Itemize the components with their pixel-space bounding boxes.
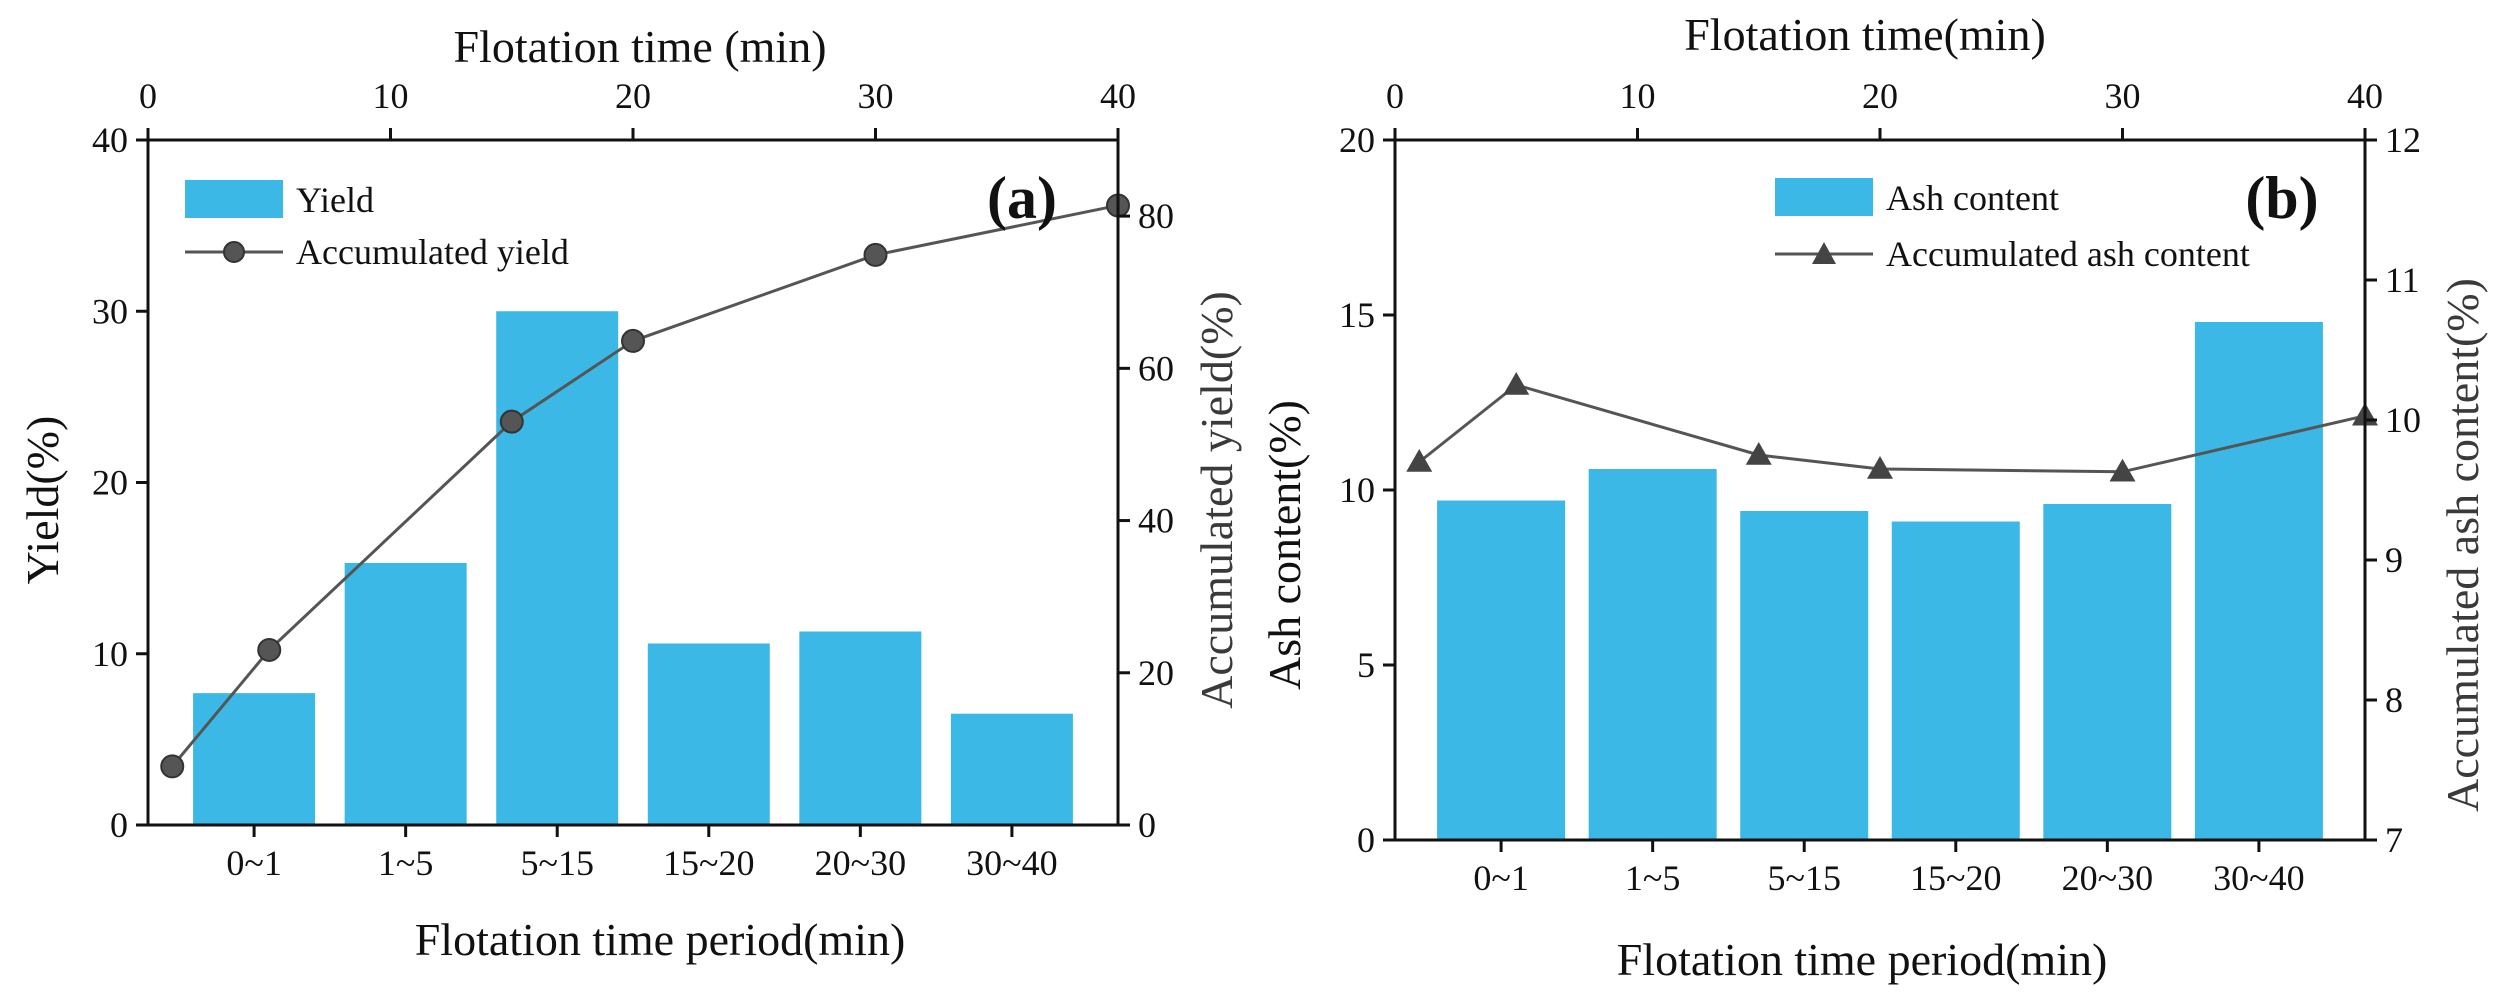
panel-b-left-tick-label: 20 [1339, 120, 1375, 160]
panel-b-right-tick-label: 7 [2385, 820, 2403, 860]
panel-b-top-tick-label: 10 [1620, 76, 1656, 116]
panel-a-accumulated-point-1 [160, 754, 185, 779]
panel-a-left-tick-label: 40 [92, 120, 128, 160]
panel-b-legend-ash-label: Ash content [1886, 178, 2059, 218]
panel-b-legend-ash-swatch [1775, 178, 1873, 216]
panel-a-top-tick-label: 0 [139, 76, 157, 116]
panel-b-top-tick-label: 40 [2347, 76, 2383, 116]
panel-a-ticks: 0 10 20 30 40 0 20 40 60 80 0 10 20 30 40 0~1 1~5 5~15 15~… [92, 76, 1174, 883]
panel-b-bar-20~30 [2043, 504, 2172, 840]
panel-a-category-label: 1~5 [378, 843, 433, 883]
panel-a-right-tick-label: 80 [1138, 196, 1174, 236]
panel-a-top-x-title: Flotation time (min) [453, 21, 826, 72]
panel-b-left-tick-label: 10 [1339, 470, 1375, 510]
panel-b-top-tick-label: 0 [1386, 76, 1404, 116]
panel-a-category-label: 20~30 [815, 843, 906, 883]
panel-a-left-tick-label: 30 [92, 291, 128, 331]
panel-a-legend-yield-swatch [185, 180, 283, 218]
panel-a-bars [193, 311, 1073, 825]
panel-a-bar-0~1 [193, 693, 316, 825]
panel-b-bar-0~1 [1437, 500, 1566, 840]
panel-a-bar-30~40 [950, 713, 1073, 825]
panel-a-category-label: 15~20 [663, 843, 754, 883]
panel-b-category-label: 0~1 [1473, 858, 1528, 898]
panel-a: Flotation time (min) Flotation time peri… [17, 21, 1242, 965]
panel-b-accumulated-point-20 [1867, 456, 1893, 479]
panel-b-category-label: 15~20 [1910, 858, 2001, 898]
panel-a-top-tick-label: 40 [1100, 76, 1136, 116]
panel-b-category-label: 30~40 [2213, 858, 2304, 898]
panel-a-y-title: Yield(%) [17, 416, 68, 585]
panel-a-label: (a) [987, 165, 1057, 231]
panel-a-top-tick-label: 20 [615, 76, 651, 116]
panel-b-accumulated-point-5 [1503, 372, 1530, 395]
panel-b-right-y-title: Accumulated ash content(%) [2437, 278, 2488, 812]
panel-a-legend: Yield Accumulated yield [185, 180, 569, 272]
panel-b-right-tick-label: 9 [2385, 540, 2403, 580]
panel-a-legend-circle-marker [223, 241, 245, 263]
panel-a-right-tick-label: 60 [1138, 348, 1174, 388]
panel-b-ticks: 0 5 10 15 20 7 8 9 10 11 12 0 10 20 30 40 0~1 1~5 5~15 15~2… [1339, 76, 2421, 898]
panel-a-x-title: Flotation time period(min) [415, 914, 906, 965]
panel-a-category-label: 0~1 [226, 843, 281, 883]
panel-a-right-tick-label: 0 [1138, 805, 1156, 845]
panel-b-right-tick-label: 8 [2385, 680, 2403, 720]
panel-a-left-tick-label: 0 [110, 805, 128, 845]
panel-b-legend-triangle-marker [1812, 242, 1836, 264]
panel-b-category-label: 1~5 [1625, 858, 1680, 898]
panel-a-left-tick-label: 10 [92, 634, 128, 674]
panel-a-top-tick-label: 10 [373, 76, 409, 116]
panel-b-category-label: 20~30 [2062, 858, 2153, 898]
panel-b: Flotation time(min) Flotation time perio… [1259, 9, 2488, 985]
panel-b-category-label: 5~15 [1767, 858, 1840, 898]
panel-a-accumulated-point-20 [621, 328, 645, 353]
panel-a-top-tick-label: 30 [858, 76, 894, 116]
panel-b-left-tick-label: 5 [1357, 645, 1375, 685]
panel-b-y-title: Ash content(%) [1259, 400, 1310, 690]
panel-b-bar-30~40 [2194, 322, 2323, 840]
panel-b-top-x-title: Flotation time(min) [1684, 9, 2046, 60]
panel-a-accumulated-point-5 [257, 637, 282, 662]
panel-a-left-tick-label: 20 [92, 463, 128, 503]
panel-a-legend-accumulated-label: Accumulated yield [296, 232, 569, 272]
panel-b-legend: Ash content Accumulated ash content [1775, 178, 2250, 274]
panel-b-right-tick-label: 10 [2385, 400, 2421, 440]
panel-b-accumulated-point-1 [1406, 449, 1433, 472]
panel-a-category-label: 30~40 [966, 843, 1057, 883]
panel-a-bar-20~30 [799, 631, 922, 825]
panel-a-legend-yield-label: Yield [296, 180, 374, 220]
panel-b-top-tick-label: 20 [1862, 76, 1898, 116]
panel-b-right-tick-label: 12 [2385, 120, 2421, 160]
panel-b-left-tick-label: 15 [1339, 295, 1375, 335]
panel-a-category-label: 5~15 [520, 843, 593, 883]
panel-b-accumulated-point-15 [1745, 442, 1772, 465]
panel-b-bar-15~20 [1891, 521, 2020, 840]
panel-a-accumulated-line [160, 193, 1130, 779]
panel-b-legend-accumulated-label: Accumulated ash content [1886, 234, 2250, 274]
panel-b-right-tick-label: 11 [2385, 260, 2420, 300]
panel-b-bar-5~15 [1740, 511, 1869, 840]
panel-b-bars [1437, 322, 2323, 840]
panel-a-accumulated-point-30 [863, 242, 888, 267]
panel-a-right-tick-label: 40 [1138, 501, 1174, 541]
panel-b-bar-1~5 [1588, 469, 1717, 840]
panel-a-bar-5~15 [496, 311, 619, 825]
panel-b-x-title: Flotation time period(min) [1617, 934, 2108, 985]
panel-a-bar-1~5 [344, 562, 467, 825]
panel-b-label: (b) [2245, 165, 2318, 231]
panel-b-top-tick-label: 30 [2105, 76, 2141, 116]
panel-a-accumulated-point-15 [499, 409, 524, 434]
panel-a-right-y-title: Accumulated yield(%) [1191, 291, 1242, 709]
panel-a-right-tick-label: 20 [1138, 653, 1174, 693]
panel-a-accumulated-polyline [171, 203, 1119, 768]
panel-b-accumulated-point-30 [2109, 458, 2136, 482]
panel-b-left-tick-label: 0 [1357, 820, 1375, 860]
panel-b-accumulated-polyline [1418, 383, 2366, 474]
panel-a-bar-15~20 [647, 643, 770, 825]
